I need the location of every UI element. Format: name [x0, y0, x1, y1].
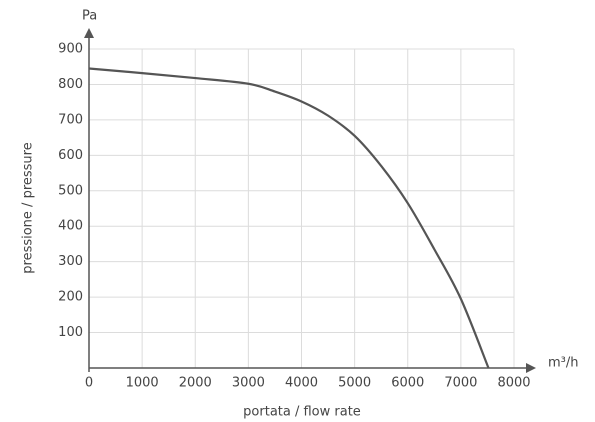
y-tick-label: 100 — [58, 325, 83, 340]
x-tick-label: 1000 — [126, 376, 159, 391]
y-tick-label: 800 — [58, 77, 83, 92]
x-tick-label: 2000 — [179, 376, 212, 391]
y-tick-label: 300 — [58, 254, 83, 269]
x-tick-label: 3000 — [232, 376, 265, 391]
y-tick-label: 400 — [58, 219, 83, 234]
x-tick-label: 7000 — [444, 376, 477, 391]
x-tick-label: 0 — [85, 376, 93, 391]
x-tick-label: 5000 — [338, 376, 371, 391]
y-tick-label: 200 — [58, 290, 83, 305]
y-tick-label: 700 — [58, 112, 83, 127]
x-tick-label: 4000 — [285, 376, 318, 391]
x-tick-label: 8000 — [497, 376, 530, 391]
curve — [88, 67, 490, 369]
y-axis-arrow — [84, 28, 94, 38]
y-unit: Pa — [82, 9, 97, 24]
x-tick-label: 6000 — [391, 376, 424, 391]
x-axis-arrow — [526, 363, 536, 373]
x-axis-label: portata / flow rate — [243, 405, 361, 420]
y-tick-label: 500 — [58, 183, 83, 198]
x-unit: m³/h — [548, 356, 579, 371]
y-tick-label: 900 — [58, 42, 83, 57]
y-axis-label: pressione / pressure — [21, 142, 36, 273]
y-tick-label: 600 — [58, 148, 83, 163]
